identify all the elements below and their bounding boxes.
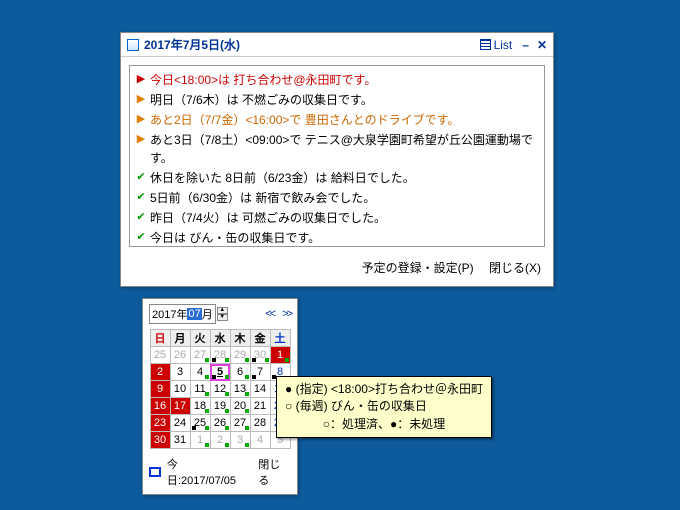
minimize-button[interactable]: – bbox=[522, 38, 529, 52]
calendar-day[interactable]: 24 bbox=[170, 415, 190, 432]
schedule-item[interactable]: ✔今日は びん・缶の収集日です。 bbox=[134, 228, 540, 247]
close-button[interactable]: ✕ bbox=[537, 38, 547, 52]
dow-header: 水 bbox=[210, 330, 230, 347]
schedule-item-text: あと3日（7/8土）<09:00>で テニス@大泉学園町希望が丘公園運動場です。 bbox=[150, 131, 540, 167]
register-button[interactable]: 予定の登録・設定(P) bbox=[362, 261, 474, 275]
calendar-day[interactable]: 23 bbox=[150, 415, 170, 432]
calendar-day[interactable]: 9 bbox=[150, 381, 170, 398]
schedule-item-text: 今日は びん・缶の収集日です。 bbox=[150, 229, 540, 247]
today-label: 今日:2017/07/05 bbox=[167, 456, 246, 488]
calendar-day[interactable]: 25 bbox=[190, 415, 210, 432]
calendar-day[interactable]: 26 bbox=[210, 415, 230, 432]
arrow-icon: ▶ bbox=[134, 131, 148, 148]
arrow-icon: ▶ bbox=[134, 91, 148, 108]
calendar-day[interactable]: 4 bbox=[250, 432, 270, 449]
today-marker-icon bbox=[149, 467, 161, 477]
dow-header: 土 bbox=[270, 330, 290, 347]
schedule-button-row: 予定の登録・設定(P) 閉じる(X) bbox=[121, 255, 553, 286]
calendar-day[interactable]: 28 bbox=[250, 415, 270, 432]
calendar-day[interactable]: 3 bbox=[170, 364, 190, 381]
dow-header: 月 bbox=[170, 330, 190, 347]
dow-header: 金 bbox=[250, 330, 270, 347]
schedule-item-text: 昨日（7/4火）は 可燃ごみの収集日でした。 bbox=[150, 209, 540, 227]
calendar-header: 2017年07月 ▲ ▼ << >> bbox=[143, 299, 297, 327]
calendar-day[interactable]: 3 bbox=[230, 432, 250, 449]
schedule-title: 2017年7月5日(水) bbox=[144, 36, 240, 53]
calendar-day[interactable]: 31 bbox=[170, 432, 190, 449]
schedule-item[interactable]: ▶あと2日（7/7金）<16:00>で 豊田さんとのドライブです。 bbox=[134, 110, 540, 130]
check-icon: ✔ bbox=[134, 209, 148, 226]
spin-down-icon[interactable]: ▼ bbox=[217, 314, 228, 321]
check-icon: ✔ bbox=[134, 189, 148, 206]
calendar-day[interactable]: 28 bbox=[210, 347, 230, 364]
calendar-day[interactable]: 6 bbox=[230, 364, 250, 381]
spin-up-icon[interactable]: ▲ bbox=[217, 307, 228, 314]
calendar-day[interactable]: 29 bbox=[230, 347, 250, 364]
schedule-window: 2017年7月5日(水) List – ✕ ▶今日<18:00>は 打ち合わせ@… bbox=[120, 32, 554, 287]
dow-header: 木 bbox=[230, 330, 250, 347]
check-icon: ✔ bbox=[134, 229, 148, 246]
tooltip-line: ● (指定) <18:00>打ち合わせ＠永田町 bbox=[285, 381, 483, 398]
calendar-day[interactable]: 17 bbox=[170, 398, 190, 415]
schedule-item-text: 休日を除いた 8日前（6/23金）は 給料日でした。 bbox=[150, 169, 540, 187]
calendar-day[interactable]: 5 bbox=[210, 364, 230, 381]
year-month-field[interactable]: 2017年07月 bbox=[149, 304, 216, 324]
tooltip-legend: ○：処理済、●：未処理 bbox=[285, 416, 483, 433]
arrow-icon: ▶ bbox=[134, 111, 148, 128]
schedule-item-text: 5日前（6/30金）は 新宿で飲み会でした。 bbox=[150, 189, 540, 207]
list-button[interactable]: List bbox=[480, 38, 513, 52]
calendar-day[interactable]: 1 bbox=[190, 432, 210, 449]
calendar-day[interactable]: 30 bbox=[150, 432, 170, 449]
calendar-footer: 今日:2017/07/05 閉じる bbox=[143, 453, 297, 494]
close-link[interactable]: 閉じる(X) bbox=[489, 261, 541, 275]
calendar-window: 2017年07月 ▲ ▼ << >> 日月火水木金土25262728293012… bbox=[142, 298, 298, 495]
calendar-day[interactable]: 27 bbox=[190, 347, 210, 364]
calendar-day[interactable]: 2 bbox=[210, 432, 230, 449]
schedule-titlebar[interactable]: 2017年7月5日(水) List – ✕ bbox=[121, 33, 553, 57]
calendar-day[interactable]: 2 bbox=[150, 364, 170, 381]
tooltip-line: ○ (毎週) びん・缶の収集日 bbox=[285, 398, 483, 415]
calendar-day[interactable]: 18 bbox=[190, 398, 210, 415]
calendar-day[interactable]: 16 bbox=[150, 398, 170, 415]
schedule-item-text: あと2日（7/7金）<16:00>で 豊田さんとのドライブです。 bbox=[150, 111, 540, 129]
calendar-close-button[interactable]: 閉じる bbox=[258, 456, 291, 488]
day-tooltip: ● (指定) <18:00>打ち合わせ＠永田町 ○ (毎週) びん・缶の収集日 … bbox=[276, 376, 492, 438]
schedule-item[interactable]: ▶今日<18:00>は 打ち合わせ@永田町です。 bbox=[134, 70, 540, 90]
calendar-day[interactable]: 26 bbox=[170, 347, 190, 364]
dow-header: 日 bbox=[150, 330, 170, 347]
calendar-day[interactable]: 13 bbox=[230, 381, 250, 398]
schedule-item-text: 今日<18:00>は 打ち合わせ@永田町です。 bbox=[150, 71, 540, 89]
calendar-day[interactable]: 27 bbox=[230, 415, 250, 432]
calendar-day[interactable]: 30 bbox=[250, 347, 270, 364]
check-icon: ✔ bbox=[134, 169, 148, 186]
calendar-day[interactable]: 1 bbox=[270, 347, 290, 364]
month-spinner[interactable]: ▲ ▼ bbox=[217, 307, 228, 321]
schedule-list: ▶今日<18:00>は 打ち合わせ@永田町です。▶明日（7/6木）は 不燃ごみの… bbox=[129, 65, 545, 247]
schedule-item[interactable]: ✔5日前（6/30金）は 新宿で飲み会でした。 bbox=[134, 188, 540, 208]
calendar-icon bbox=[127, 39, 139, 51]
calendar-day[interactable]: 4 bbox=[190, 364, 210, 381]
calendar-day[interactable]: 7 bbox=[250, 364, 270, 381]
dow-header: 火 bbox=[190, 330, 210, 347]
calendar-day[interactable]: 12 bbox=[210, 381, 230, 398]
prev-month-button[interactable]: << bbox=[265, 308, 274, 320]
calendar-day[interactable]: 11 bbox=[190, 381, 210, 398]
schedule-item[interactable]: ✔昨日（7/4火）は 可燃ごみの収集日でした。 bbox=[134, 208, 540, 228]
calendar-day[interactable]: 10 bbox=[170, 381, 190, 398]
calendar-day[interactable]: 25 bbox=[150, 347, 170, 364]
calendar-day[interactable]: 20 bbox=[230, 398, 250, 415]
schedule-item[interactable]: ✔休日を除いた 8日前（6/23金）は 給料日でした。 bbox=[134, 168, 540, 188]
calendar-day[interactable]: 19 bbox=[210, 398, 230, 415]
calendar-day[interactable]: 14 bbox=[250, 381, 270, 398]
calendar-day[interactable]: 21 bbox=[250, 398, 270, 415]
schedule-item[interactable]: ▶あと3日（7/8土）<09:00>で テニス@大泉学園町希望が丘公園運動場です… bbox=[134, 130, 540, 168]
list-icon bbox=[480, 39, 491, 50]
schedule-item-text: 明日（7/6木）は 不燃ごみの収集日です。 bbox=[150, 91, 540, 109]
calendar-grid: 日月火水木金土252627282930123456789101112131415… bbox=[150, 329, 291, 449]
schedule-item[interactable]: ▶明日（7/6木）は 不燃ごみの収集日です。 bbox=[134, 90, 540, 110]
arrow-icon: ▶ bbox=[134, 71, 148, 88]
next-month-button[interactable]: >> bbox=[282, 308, 291, 320]
